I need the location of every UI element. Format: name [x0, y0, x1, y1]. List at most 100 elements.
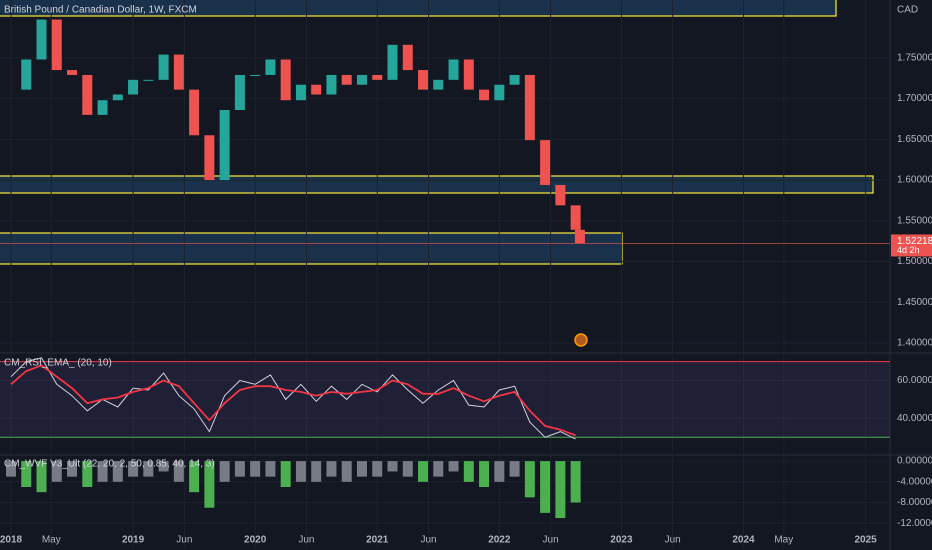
series-line [10, 364, 576, 437]
candle [448, 59, 459, 80]
bar [433, 461, 444, 477]
candle [555, 184, 566, 206]
bar [418, 461, 429, 482]
candle [173, 54, 184, 90]
last-price-box [891, 234, 932, 257]
y-tick-label: -12.00000 [897, 518, 932, 529]
y-tick-label: 1.40000 [897, 338, 932, 349]
bar [265, 461, 276, 477]
candle [402, 44, 413, 71]
x-tick-label: Jun [420, 535, 436, 546]
candle [143, 79, 154, 81]
bar [356, 461, 367, 477]
x-tick-label: 2018 [0, 535, 23, 546]
candle [250, 74, 261, 76]
candle [67, 70, 78, 75]
x-tick-label: 2020 [244, 535, 267, 546]
candle [112, 94, 123, 101]
y-tick-label: 1.55000 [897, 215, 932, 226]
bar [219, 461, 230, 482]
bar [463, 461, 474, 482]
candle [21, 59, 32, 90]
bar [173, 461, 184, 482]
candle [51, 19, 62, 71]
bar [540, 461, 551, 513]
bar [36, 461, 47, 493]
candle [204, 135, 215, 181]
candle [433, 79, 444, 90]
zone [0, 232, 623, 265]
bar [5, 461, 16, 477]
event-marker[interactable] [574, 333, 588, 347]
candle [418, 70, 429, 90]
bar [112, 461, 123, 482]
y-tick-label: 1.65000 [897, 134, 932, 145]
candle [36, 19, 47, 60]
bar [341, 461, 352, 482]
y-tick-label: 0.00000 [897, 456, 932, 467]
bar [280, 461, 291, 487]
candle [219, 110, 230, 181]
candle [234, 74, 245, 110]
chart-title: CM_WVF V3_Ult (22, 20, 2, 50, 0.85, 40, … [4, 459, 215, 470]
x-tick-label: Jun [298, 535, 314, 546]
y-tick-label: 60.00000 [897, 375, 932, 386]
bar [570, 461, 581, 503]
bar [82, 461, 93, 487]
bar [158, 461, 169, 472]
candle [463, 59, 474, 90]
candle [479, 89, 490, 101]
x-tick-label: May [42, 535, 61, 546]
candle [265, 59, 276, 75]
bar [479, 461, 490, 487]
candle [387, 44, 398, 80]
y-tick-label: 40.00000 [897, 413, 932, 424]
x-tick-label: 2025 [854, 535, 877, 546]
x-tick-label: 2021 [366, 535, 389, 546]
x-tick-label: 2019 [122, 535, 145, 546]
candle [341, 74, 352, 85]
bar [372, 461, 383, 477]
candle [570, 205, 581, 230]
x-tick-label: Jun [665, 535, 681, 546]
candle [574, 229, 585, 244]
candle [295, 84, 306, 101]
bar [234, 461, 245, 477]
y-tick-label: 1.45000 [897, 297, 932, 308]
y-tick-label: 1.60000 [897, 175, 932, 186]
bar [67, 461, 78, 477]
countdown-label: 4d 2h [897, 245, 920, 255]
x-tick-label: Jun [176, 535, 192, 546]
last-price-label: 1.52218 [897, 236, 932, 247]
currency-label: CAD [897, 5, 918, 16]
chart-title: CM_RSI_EMA_ (20, 10) [4, 358, 112, 369]
candle [128, 79, 139, 95]
candle [356, 74, 367, 85]
y-tick-label: 1.50000 [897, 256, 932, 267]
x-tick-label: May [774, 535, 793, 546]
x-tick-label: Jun [543, 535, 559, 546]
candle [311, 84, 322, 95]
bar [494, 461, 505, 482]
y-tick-label: -4.00000 [897, 476, 932, 487]
level-band [0, 361, 890, 438]
bar [555, 461, 566, 519]
y-tick-label: 1.75000 [897, 52, 932, 63]
candle [540, 140, 551, 185]
candle [97, 100, 108, 115]
candle [494, 84, 505, 101]
bar [250, 461, 261, 477]
candle [280, 59, 291, 101]
zone [0, 175, 874, 194]
bar [51, 461, 62, 482]
chart-title: British Pound / Canadian Dollar, 1W, FXC… [4, 5, 197, 16]
candle [158, 54, 169, 80]
zone [0, 0, 837, 17]
bar [295, 461, 306, 482]
bar [311, 461, 322, 482]
x-tick-label: 2023 [610, 535, 633, 546]
candle [189, 89, 200, 136]
x-tick-label: 2024 [732, 535, 755, 546]
bar [204, 461, 215, 508]
